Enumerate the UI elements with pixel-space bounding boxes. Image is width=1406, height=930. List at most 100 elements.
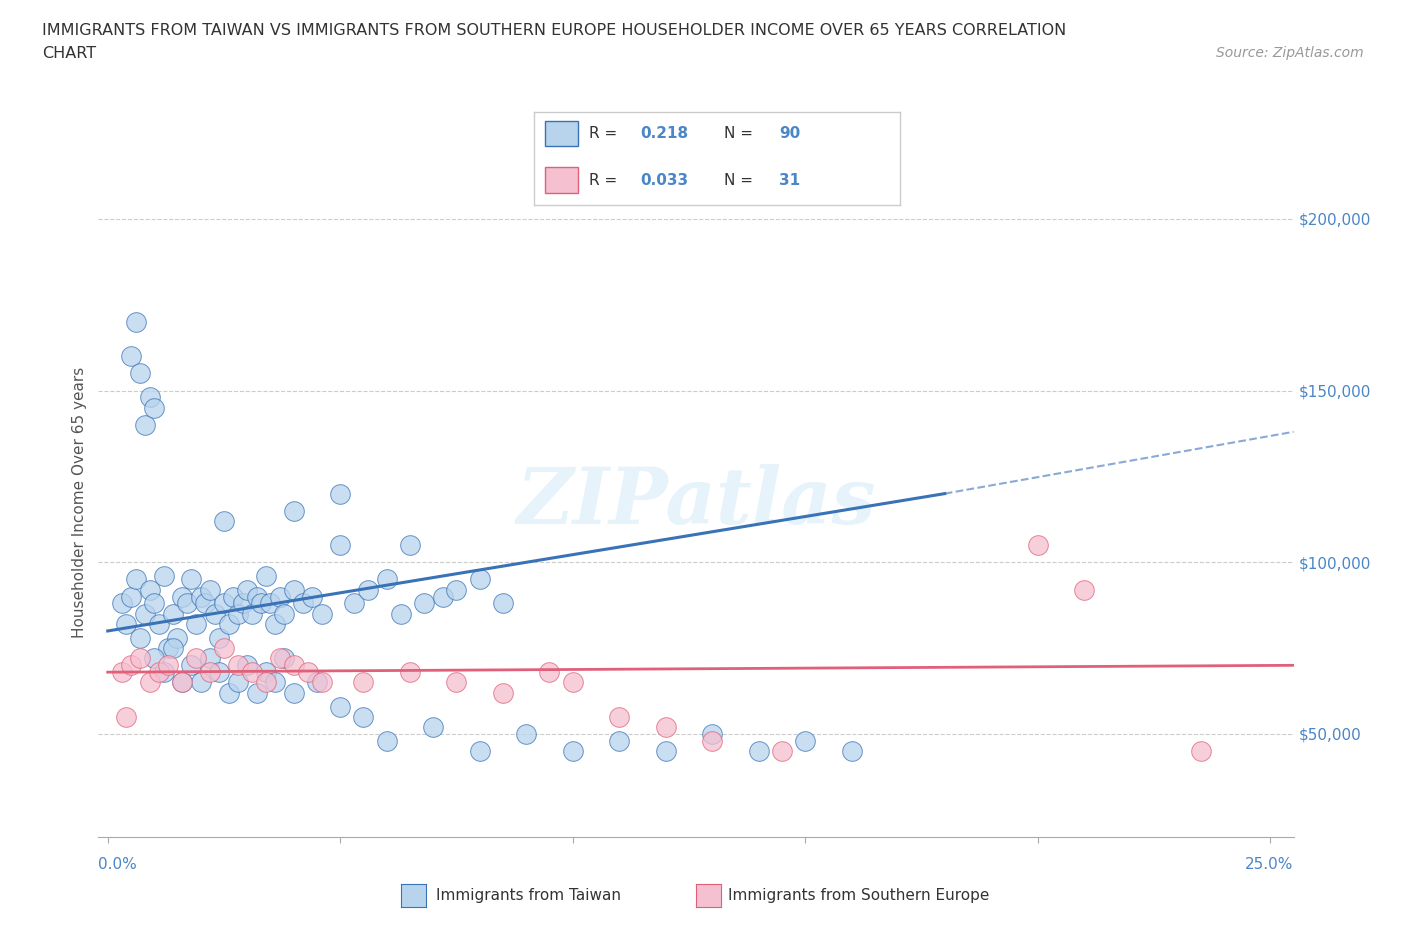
Point: [702, 726, 724, 741]
Point: [190, 675, 212, 690]
Text: Source: ZipAtlas.com: Source: ZipAtlas.com: [1216, 46, 1364, 60]
Text: CHART: CHART: [42, 46, 96, 61]
Point: [162, 606, 184, 621]
Point: [702, 734, 724, 749]
Text: R =: R =: [589, 126, 617, 141]
Text: Immigrants from Taiwan: Immigrants from Taiwan: [436, 888, 621, 903]
Point: [222, 590, 245, 604]
Point: [375, 572, 398, 587]
Text: 0.218: 0.218: [640, 126, 689, 141]
Point: [446, 675, 468, 690]
Text: N =: N =: [724, 173, 754, 188]
Point: [129, 631, 152, 645]
Point: [129, 651, 152, 666]
Point: [353, 675, 375, 690]
Point: [273, 606, 295, 621]
Point: [120, 590, 142, 604]
Point: [399, 665, 422, 680]
Point: [468, 744, 491, 759]
Point: [422, 720, 444, 735]
Point: [538, 665, 561, 680]
Point: [236, 582, 259, 597]
Point: [748, 744, 770, 759]
Point: [180, 658, 202, 672]
Point: [226, 606, 249, 621]
Point: [283, 582, 305, 597]
Text: 31: 31: [779, 173, 800, 188]
Point: [226, 658, 249, 672]
Point: [226, 675, 249, 690]
Point: [212, 513, 235, 528]
Point: [129, 366, 152, 381]
Point: [607, 734, 630, 749]
Point: [446, 582, 468, 597]
Point: [218, 685, 240, 700]
Point: [770, 744, 793, 759]
Point: [240, 665, 263, 680]
Point: [264, 675, 287, 690]
Point: [329, 486, 352, 501]
Text: R =: R =: [589, 173, 617, 188]
Point: [1073, 582, 1095, 597]
Point: [269, 651, 291, 666]
Point: [311, 606, 333, 621]
Point: [655, 720, 678, 735]
Point: [208, 631, 231, 645]
Point: [515, 726, 537, 741]
Point: [1189, 744, 1212, 759]
Point: [190, 590, 212, 604]
Point: [208, 665, 231, 680]
Point: [152, 568, 174, 583]
Point: [111, 596, 134, 611]
Point: [157, 641, 180, 656]
Point: [236, 658, 259, 672]
Point: [198, 582, 221, 597]
Point: [357, 582, 380, 597]
Point: [212, 596, 235, 611]
Text: 0.0%: 0.0%: [98, 857, 138, 872]
Point: [172, 675, 194, 690]
Point: [124, 572, 146, 587]
Text: IMMIGRANTS FROM TAIWAN VS IMMIGRANTS FROM SOUTHERN EUROPE HOUSEHOLDER INCOME OVE: IMMIGRANTS FROM TAIWAN VS IMMIGRANTS FRO…: [42, 23, 1066, 38]
FancyBboxPatch shape: [546, 167, 578, 193]
Point: [283, 685, 305, 700]
Point: [212, 641, 235, 656]
Point: [204, 606, 226, 621]
Point: [143, 596, 166, 611]
Point: [283, 658, 305, 672]
Point: [138, 390, 160, 405]
Point: [124, 314, 146, 329]
Point: [245, 685, 267, 700]
Point: [841, 744, 863, 759]
Point: [283, 503, 305, 518]
Point: [413, 596, 436, 611]
Point: [1026, 538, 1049, 552]
Point: [245, 590, 267, 604]
Point: [353, 710, 375, 724]
Point: [254, 665, 277, 680]
Point: [311, 675, 333, 690]
Y-axis label: Householder Income Over 65 years: Householder Income Over 65 years: [72, 366, 87, 638]
Point: [607, 710, 630, 724]
Point: [254, 675, 277, 690]
Point: [468, 572, 491, 587]
Point: [194, 596, 217, 611]
Point: [134, 606, 156, 621]
Point: [232, 596, 254, 611]
Point: [329, 538, 352, 552]
Text: Immigrants from Southern Europe: Immigrants from Southern Europe: [728, 888, 990, 903]
Point: [138, 582, 160, 597]
Point: [166, 631, 188, 645]
Point: [115, 710, 138, 724]
Point: [198, 651, 221, 666]
Text: 0.033: 0.033: [640, 173, 689, 188]
Point: [273, 651, 295, 666]
Text: ZIPatlas: ZIPatlas: [516, 464, 876, 540]
Point: [172, 675, 194, 690]
Point: [218, 617, 240, 631]
Point: [264, 617, 287, 631]
Point: [492, 596, 515, 611]
Point: [143, 651, 166, 666]
Point: [305, 675, 328, 690]
Point: [375, 734, 398, 749]
